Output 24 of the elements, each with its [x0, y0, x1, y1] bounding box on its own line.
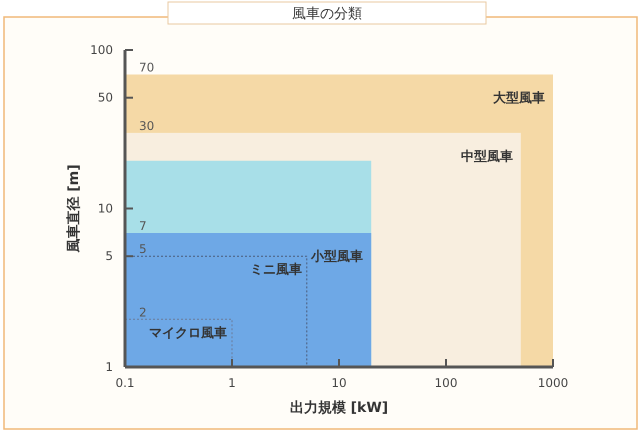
series-label: ミニ風車 [250, 262, 302, 278]
data-label: 70 [139, 60, 154, 75]
y-tick-label: 5 [105, 249, 113, 264]
series-label: 大型風車 [493, 91, 545, 106]
y-tick-label: 1 [105, 360, 113, 374]
y-tick-label: 100 [90, 43, 113, 57]
title: 風車の分類 [168, 2, 486, 24]
x-tick-label: 10 [331, 376, 347, 390]
chart-title: 風車の分類 [292, 6, 362, 22]
y-axis-title: 風車直径 [m] [66, 164, 82, 254]
y-tick-label: 50 [98, 90, 113, 105]
series-label: マイクロ風車 [149, 326, 227, 341]
x-tick-label: 1000 [538, 376, 568, 390]
x-axis-title: 出力規模 [kW] [290, 400, 388, 416]
series-label: 小型風車 [310, 250, 364, 265]
series-label: 中型風車 [460, 149, 513, 164]
x-tick-label: 1 [228, 376, 236, 390]
x-tick-label: 0.1 [115, 376, 135, 390]
x-tick-label: 100 [434, 376, 458, 390]
data-label: 7 [139, 219, 147, 234]
data-label: 2 [139, 305, 147, 320]
data-label: 5 [139, 242, 147, 256]
y-tick-label: 10 [98, 202, 113, 216]
data-label: 30 [139, 118, 154, 133]
